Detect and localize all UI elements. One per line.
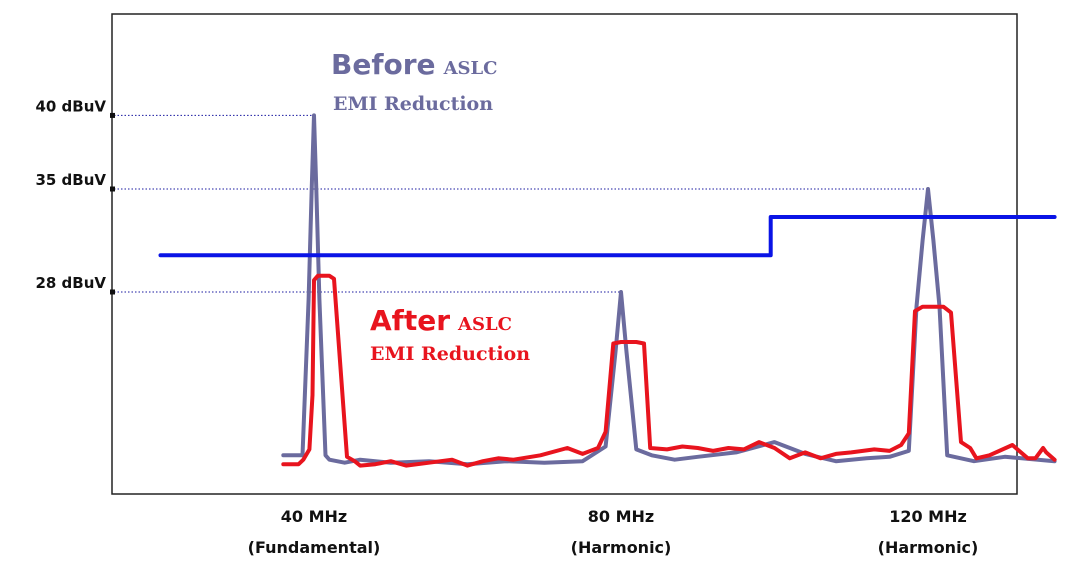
- series-line-after-aslc-emi-reduction: [281, 273, 1057, 468]
- x-axis-ticks: 40 MHz (Fundamental) 80 MHz (Harmonic) 120 M…: [248, 507, 979, 557]
- before-annotation: Before ASLC: [331, 48, 498, 81]
- reference-lines: [114, 114, 928, 293]
- y-axis-ticks: 40 dBuV 35 dBuV 28 dBuV: [35, 97, 115, 295]
- series-line-limit: [158, 215, 1057, 258]
- y-tick-label-0: 40 dBuV: [35, 97, 106, 115]
- x-tick-sublabel-2: (Harmonic): [878, 538, 979, 557]
- y-tick-label-2: 28 dBuV: [35, 274, 106, 292]
- x-tick-label-0: 40 MHz: [281, 507, 347, 526]
- y-tick-label-1: 35 dBuV: [35, 171, 106, 189]
- after-annotation: After ASLC: [370, 304, 512, 337]
- before-aslc-label: ASLC: [443, 58, 498, 79]
- series-line-before-aslc-emi-reduction: [281, 113, 1057, 467]
- y-tick-mark-0: [110, 112, 115, 118]
- x-tick-sublabel-1: (Harmonic): [571, 538, 672, 557]
- after-aslc-label: ASLC: [457, 314, 512, 335]
- before-label: Before: [331, 48, 436, 81]
- y-tick-mark-1: [110, 186, 115, 192]
- after-label: After: [370, 304, 450, 337]
- x-tick-sublabel-0: (Fundamental): [248, 538, 381, 557]
- before-emi-label: EMI Reduction: [333, 93, 493, 115]
- x-tick-label-2: 120 MHz: [889, 507, 967, 526]
- series-group: [158, 113, 1057, 468]
- after-emi-label: EMI Reduction: [370, 343, 530, 365]
- x-tick-label-1: 80 MHz: [588, 507, 654, 526]
- y-tick-mark-2: [110, 289, 115, 295]
